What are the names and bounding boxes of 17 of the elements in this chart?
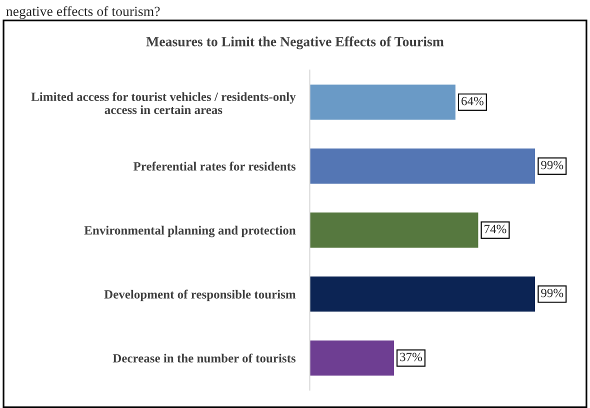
data-label: 74% <box>484 224 506 234</box>
chart-title: Measures to Limit the Negative Effects of Tourism <box>146 36 444 50</box>
bar <box>310 84 456 120</box>
y-tick-label: Decrease in the number of tourists <box>112 354 296 363</box>
bar <box>310 340 394 376</box>
data-label: 99% <box>541 288 564 298</box>
data-label: 37% <box>400 352 422 362</box>
bar <box>310 148 536 184</box>
data-label: 99% <box>541 160 564 170</box>
data-label: 64% <box>462 96 484 106</box>
y-tick-label: Environmental planning and protection <box>84 226 296 238</box>
y-tick-label: Development of responsible tourism <box>104 290 296 302</box>
y-tick-label: Preferential rates for residents <box>133 162 296 171</box>
y-tick-label: Limited access for tourist vehicles / residents-only access in certain areas <box>31 92 296 114</box>
bar <box>310 276 536 312</box>
text: negative effects of tourism? <box>6 6 160 19</box>
bar <box>310 212 478 248</box>
